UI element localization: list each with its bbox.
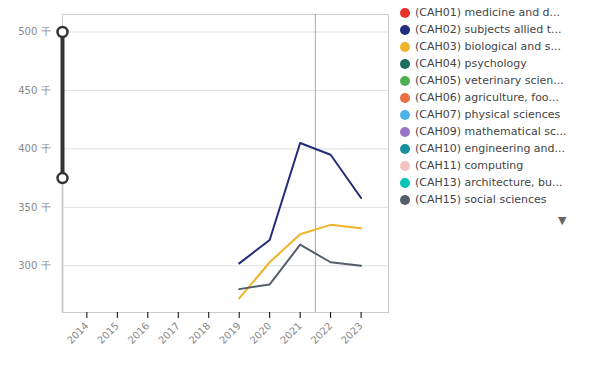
html-text:(CAH10) engineering and...: (CAH10) engineering and... xyxy=(415,142,566,155)
svg-text:500 千: 500 千 xyxy=(18,26,50,37)
html-text:(CAH02) subjects allied t...: (CAH02) subjects allied t... xyxy=(415,23,562,36)
html-text:(CAH13) architecture, bu...: (CAH13) architecture, bu... xyxy=(415,176,563,189)
html-text:(CAH03) biological and s...: (CAH03) biological and s... xyxy=(415,40,561,53)
svg-text:2021: 2021 xyxy=(278,320,304,346)
html-text:(CAH04) psychology: (CAH04) psychology xyxy=(415,57,527,70)
svg-text:2023: 2023 xyxy=(339,320,365,346)
html-text:(CAH11) computing: (CAH11) computing xyxy=(415,159,524,172)
svg-text:2020: 2020 xyxy=(248,320,274,346)
html-text:(CAH07) physical sciences: (CAH07) physical sciences xyxy=(415,108,561,121)
svg-text:2015: 2015 xyxy=(95,320,121,346)
svg-text:2018: 2018 xyxy=(187,320,213,346)
svg-text:300 千: 300 千 xyxy=(18,260,50,271)
html-text:(CAH06) agriculture, foo...: (CAH06) agriculture, foo... xyxy=(415,91,559,104)
svg-text:2022: 2022 xyxy=(309,320,335,346)
html-text:(CAH01) medicine and d...: (CAH01) medicine and d... xyxy=(415,6,561,19)
svg-text:2019: 2019 xyxy=(217,320,243,346)
svg-text:350 千: 350 千 xyxy=(18,202,50,213)
svg-text:2017: 2017 xyxy=(156,320,182,346)
svg-text:400 千: 400 千 xyxy=(18,143,50,154)
html-text:(CAH15) social sciences: (CAH15) social sciences xyxy=(415,193,547,206)
svg-text:2014: 2014 xyxy=(65,320,91,346)
svg-text:450 千: 450 千 xyxy=(18,85,50,96)
svg-text:2016: 2016 xyxy=(126,320,152,346)
html-text:(CAH09) mathematical sc...: (CAH09) mathematical sc... xyxy=(415,125,567,138)
html-text:(CAH05) veterinary scien...: (CAH05) veterinary scien... xyxy=(415,74,564,87)
